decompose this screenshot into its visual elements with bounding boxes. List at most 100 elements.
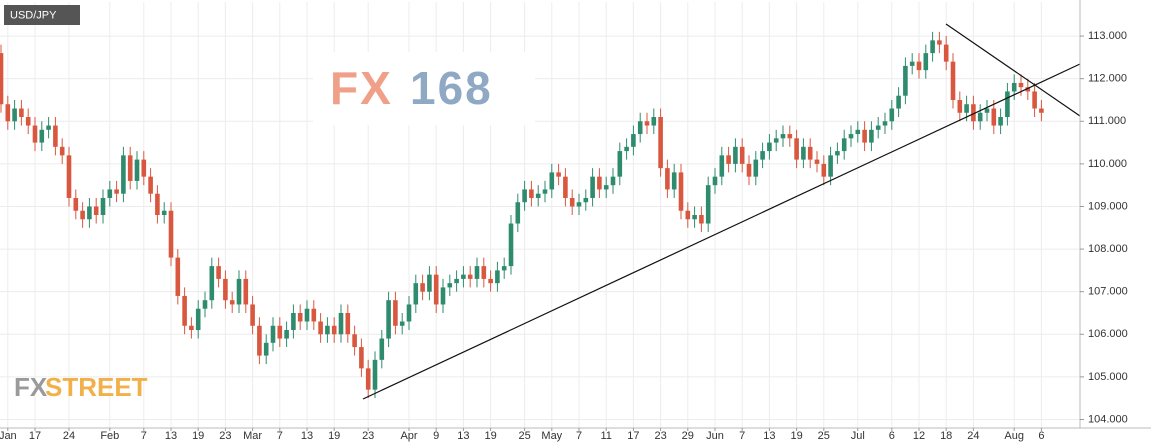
candle-body: [495, 270, 500, 284]
watermark-fxs: FX: [14, 372, 48, 402]
candle-body: [916, 61, 922, 71]
candle-body: [250, 304, 255, 326]
candle-body: [896, 95, 901, 109]
candle-body: [134, 159, 140, 181]
y-tick-label: 106.000: [1088, 328, 1128, 340]
x-tick-label: 13: [457, 430, 469, 442]
candle-body: [53, 125, 58, 147]
x-tick-label: 12: [913, 430, 925, 442]
x-tick-label: 18: [940, 430, 952, 442]
x-tick-label: Jun: [706, 430, 724, 442]
candle-body: [882, 121, 888, 126]
candle-body: [121, 155, 126, 194]
candle-body: [651, 117, 657, 126]
candle-body: [345, 312, 351, 335]
candle-body: [535, 193, 541, 198]
candle-body: [787, 134, 793, 139]
candle-body: [1032, 91, 1037, 109]
candle-body: [372, 359, 378, 390]
candle-body: [705, 185, 711, 224]
candle-body: [1011, 82, 1017, 92]
candle-body: [107, 189, 113, 198]
candle-body: [889, 108, 895, 122]
candle-body: [903, 65, 908, 96]
x-tick-label: Feb: [100, 430, 119, 442]
candle-body: [413, 283, 419, 305]
candle-body: [563, 176, 568, 198]
symbol-badge: [4, 5, 80, 25]
candle-body: [80, 210, 85, 220]
candle-body: [678, 172, 684, 211]
candle-body: [923, 53, 929, 71]
candle-body: [277, 325, 283, 339]
candle-body: [508, 223, 514, 267]
candle-body: [5, 104, 11, 122]
candle-body: [73, 197, 79, 211]
candle-body: [556, 172, 561, 177]
candle-body: [19, 108, 24, 118]
candle-body: [39, 129, 45, 143]
candle-body: [937, 40, 942, 45]
candle-body: [794, 138, 799, 160]
candle-body: [297, 312, 303, 322]
candle-body: [576, 202, 582, 207]
watermark-street: STREET: [45, 372, 148, 402]
candle-body: [726, 155, 731, 164]
candle-body: [454, 278, 459, 284]
candle-body: [971, 104, 976, 122]
candle-body: [127, 155, 133, 181]
candle-body: [168, 210, 174, 258]
candle-body: [712, 176, 718, 186]
candle-body: [365, 368, 371, 390]
candle-body: [984, 108, 990, 113]
candle-body: [399, 321, 405, 326]
candle-body: [658, 117, 663, 169]
x-tick-label: 19: [192, 430, 204, 442]
x-tick-label: 19: [484, 430, 496, 442]
candle-body: [148, 176, 153, 194]
candle-body: [25, 117, 31, 126]
trend-line: [362, 63, 1081, 400]
candle-body: [746, 163, 752, 177]
candle-body: [603, 185, 609, 190]
candle-body: [474, 266, 480, 279]
y-tick-label: 109.000: [1088, 200, 1128, 212]
candle-body: [631, 134, 636, 147]
candle-body: [189, 325, 194, 331]
candle-body: [100, 197, 106, 215]
candle-body: [597, 176, 602, 190]
candle-body: [386, 300, 391, 339]
candle-body: [338, 312, 344, 335]
candle-body: [685, 210, 691, 220]
candle-body: [637, 121, 643, 135]
candle-body: [841, 138, 847, 152]
candle-body: [665, 168, 670, 190]
candle-body: [0, 53, 4, 105]
y-tick-label: 108.000: [1088, 243, 1128, 255]
candle-body: [461, 274, 466, 279]
candle-body: [991, 108, 997, 126]
candle-body: [229, 300, 235, 305]
x-tick-label: 13: [165, 430, 177, 442]
candle-body: [209, 266, 215, 301]
candle-body: [223, 278, 228, 301]
candle-body: [753, 159, 759, 177]
candle-body: [821, 163, 827, 177]
x-tick-label: 13: [763, 430, 775, 442]
candle-body: [318, 321, 323, 335]
x-tick-label: Aug: [1004, 430, 1024, 442]
candle-body: [325, 325, 330, 335]
candle-body: [875, 125, 881, 130]
candle-body: [359, 347, 364, 369]
candle-body: [624, 146, 629, 152]
y-tick-label: 112.000: [1088, 73, 1127, 85]
y-tick-label: 111.000: [1088, 115, 1126, 127]
candle-body: [909, 61, 915, 66]
x-tick-label: 13: [301, 430, 313, 442]
candle-body: [114, 189, 119, 194]
x-tick-label: 23: [219, 430, 231, 442]
candle-body: [828, 155, 833, 177]
watermark-168: 168: [410, 62, 493, 114]
x-tick-label: Mar: [243, 430, 262, 442]
candle-body: [699, 215, 704, 224]
